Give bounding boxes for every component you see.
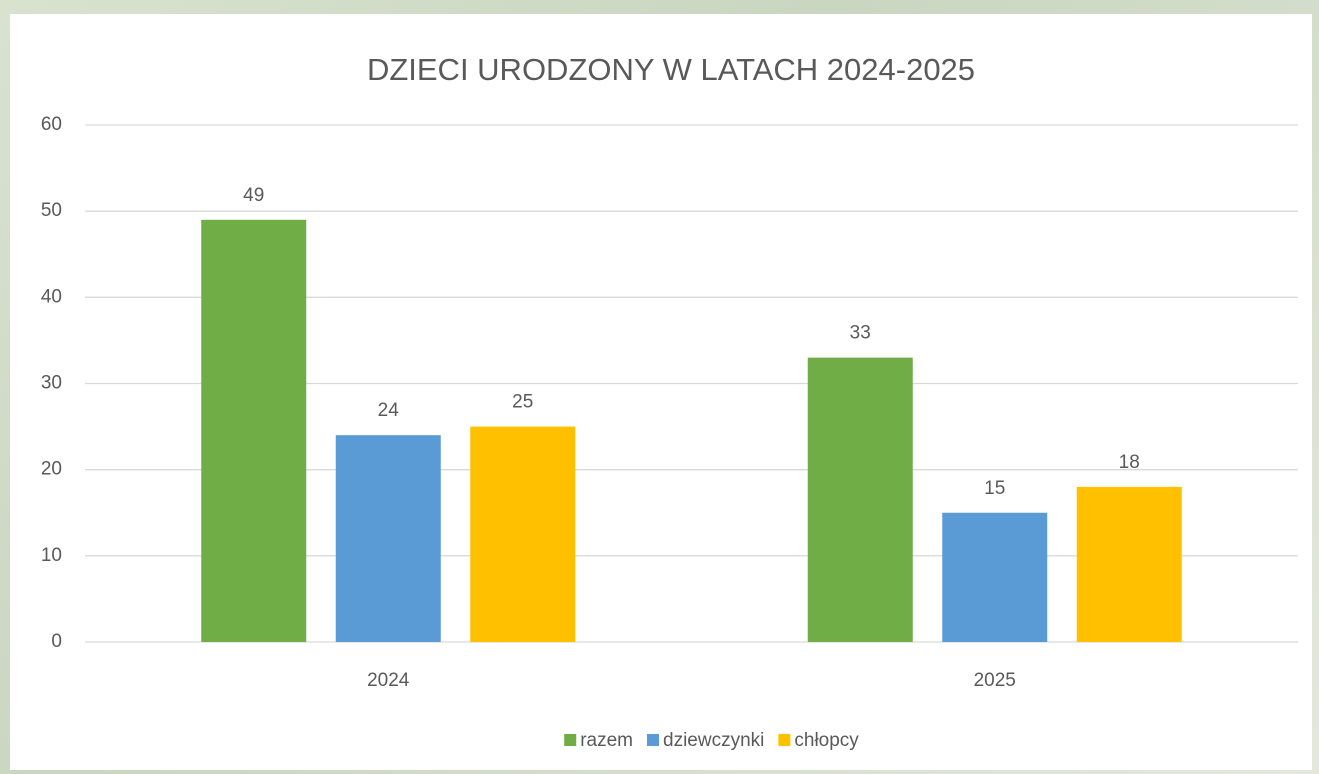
chart: DZIECI URODZONY W LATACH 2024-2025 0 10 20… — [0, 0, 1319, 774]
x-tick-label: 2025 — [974, 670, 1016, 691]
bar — [201, 220, 306, 642]
data-label: 24 — [378, 400, 400, 421]
data-label: 33 — [850, 323, 871, 344]
y-tick-label: 60 — [41, 114, 62, 135]
bar — [942, 513, 1047, 642]
y-tick-label: 0 — [51, 631, 62, 652]
legend-swatch — [647, 734, 659, 746]
y-tick-label: 30 — [41, 373, 62, 394]
bar — [470, 427, 575, 642]
bar — [336, 435, 441, 642]
y-tick-label: 40 — [41, 286, 62, 307]
y-tick-label: 50 — [41, 200, 62, 221]
page: {"chart_data": {"type": "bar", "title": … — [0, 0, 1319, 774]
data-label: 15 — [984, 478, 1005, 499]
legend-swatch — [564, 734, 576, 746]
legend-label: dziewczynki — [663, 730, 764, 751]
legend-swatch — [778, 734, 790, 746]
bar — [1077, 487, 1182, 642]
x-tick-label: 2024 — [367, 670, 410, 691]
legend-label: chłopcy — [794, 730, 859, 751]
legend-label: razem — [580, 730, 633, 751]
data-label: 49 — [243, 185, 264, 206]
data-label: 18 — [1119, 452, 1140, 473]
bar — [808, 358, 913, 642]
y-tick-label: 10 — [41, 545, 62, 566]
chart-title: DZIECI URODZONY W LATACH 2024-2025 — [367, 52, 975, 87]
data-label: 25 — [512, 392, 533, 413]
y-tick-label: 20 — [41, 459, 62, 480]
